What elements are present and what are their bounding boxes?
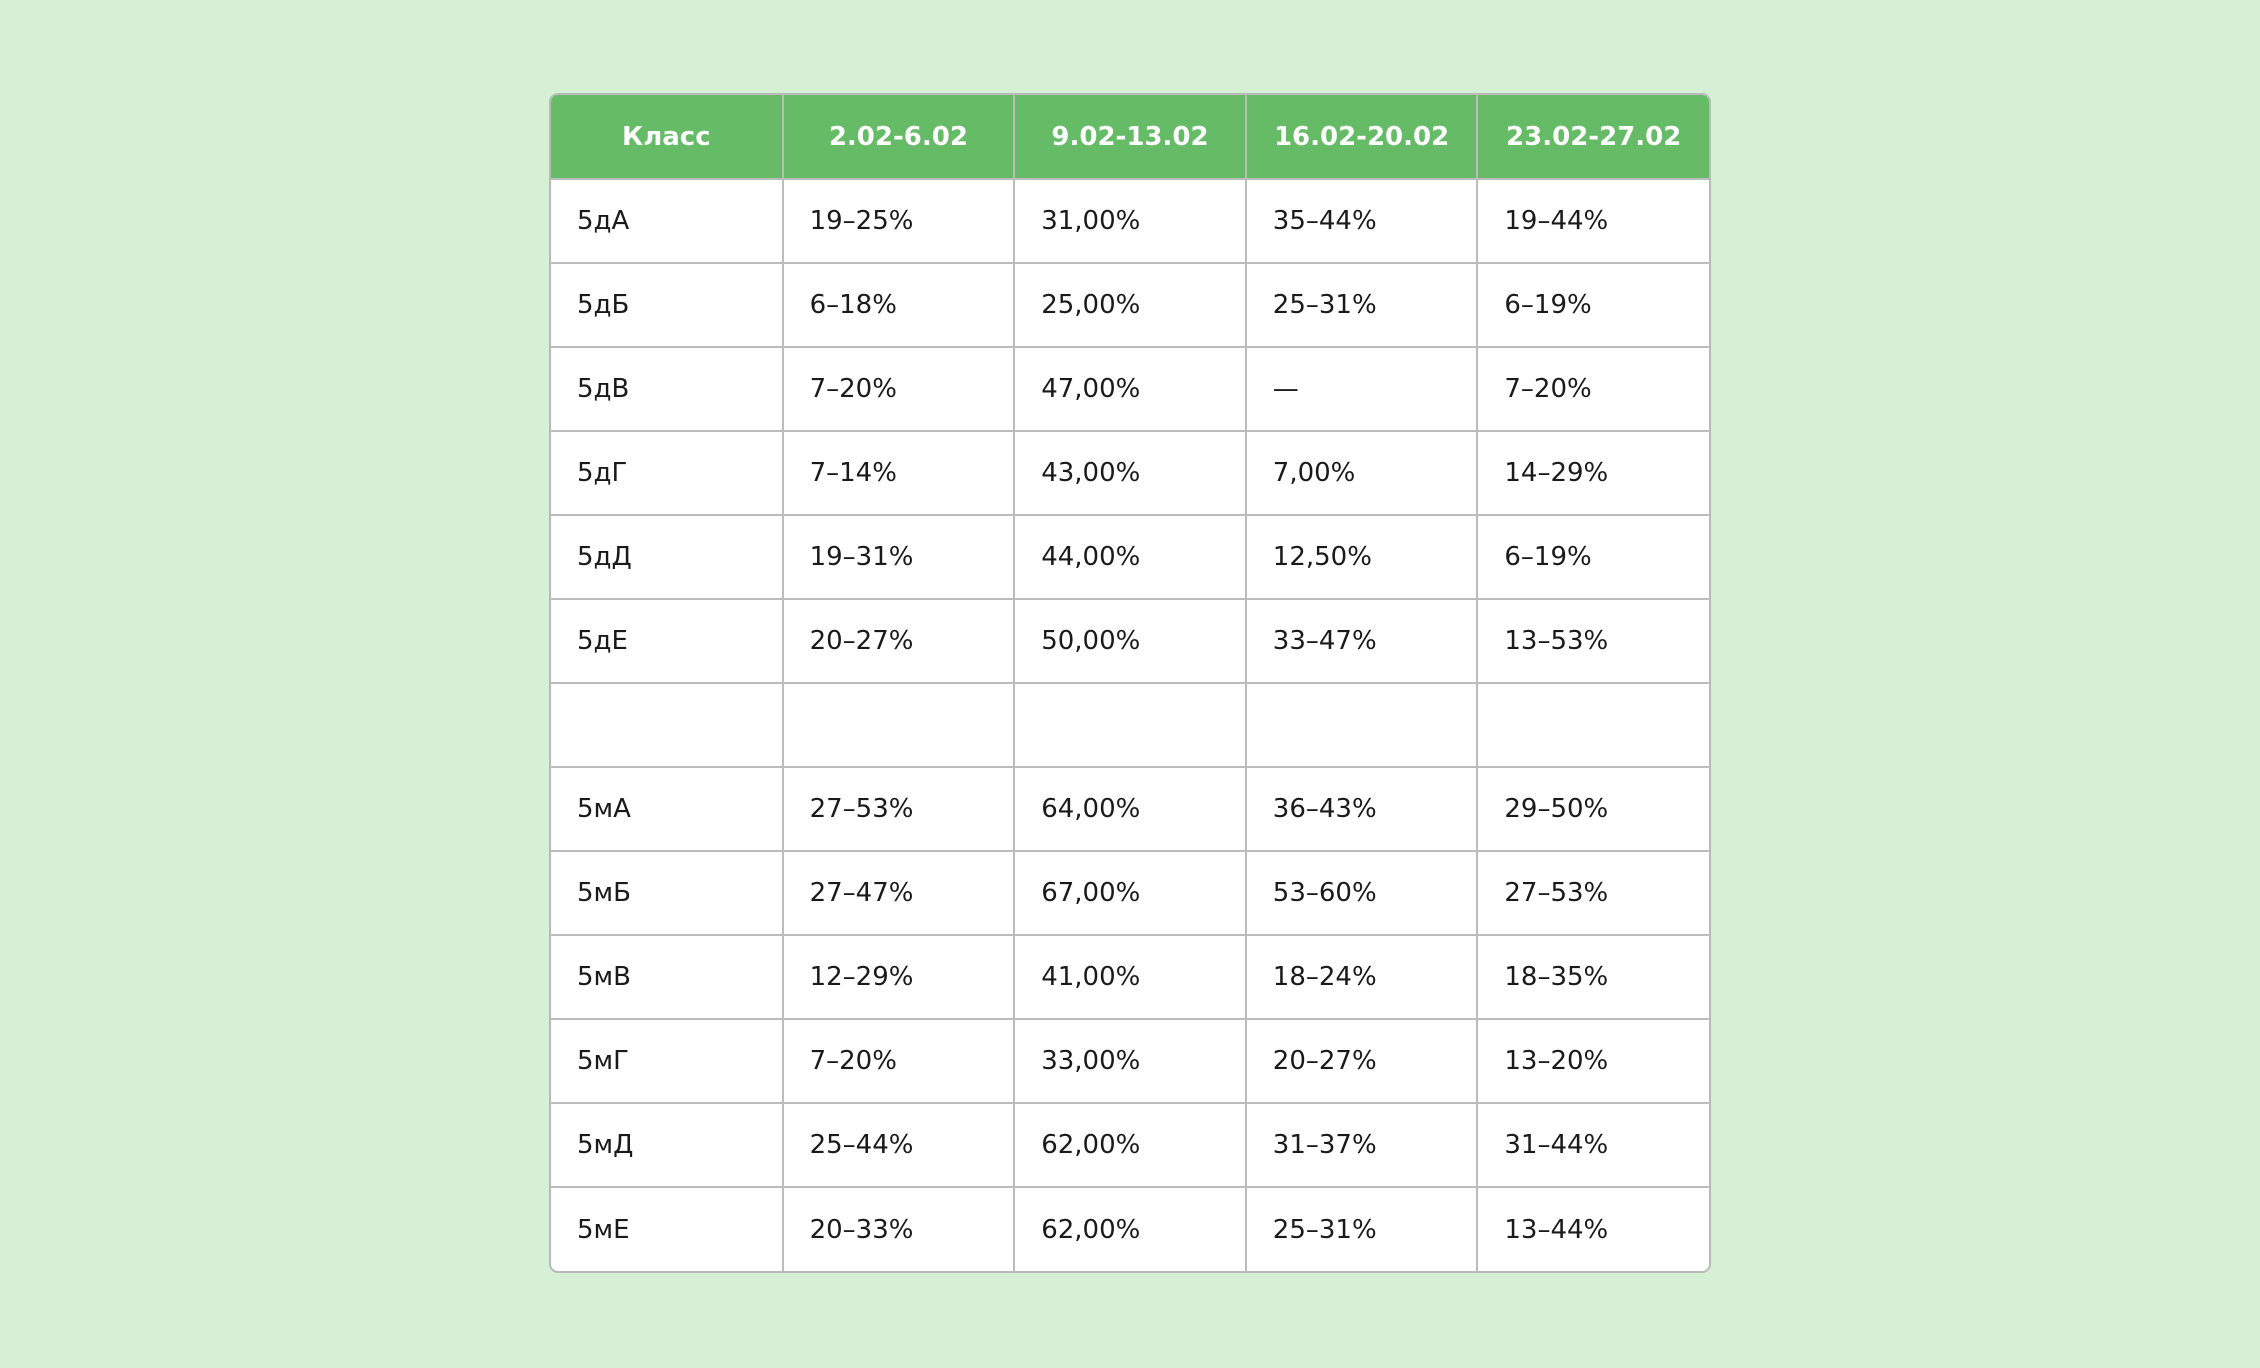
table-cell: 43,00% (1013, 430, 1247, 516)
table-cell: 7–14% (781, 430, 1016, 516)
table-cell: 5дГ (551, 430, 784, 516)
table-cell (781, 682, 1016, 768)
table-cell (1244, 682, 1479, 768)
table-cell (1476, 682, 1709, 768)
table-cell: 25–31% (1244, 262, 1479, 348)
table-row: 5мЕ 20–33% 62,00% 25–31% 13–44% (551, 1186, 1709, 1271)
table-cell: 5дЕ (551, 598, 784, 684)
table-cell: 27–53% (1476, 850, 1709, 936)
table-row: 5мВ 12–29% 41,00% 18–24% 18–35% (551, 934, 1709, 1020)
table-cell: 27–47% (781, 850, 1016, 936)
table-cell: 36–43% (1244, 766, 1479, 852)
table-cell: 5мВ (551, 934, 784, 1020)
table-row: 5дВ 7–20% 47,00% —7–20% (551, 346, 1709, 432)
table-cell: 19–31% (781, 514, 1016, 600)
table-cell: 44,00% (1013, 514, 1247, 600)
table-cell: 12–29% (781, 934, 1016, 1020)
table-cell: 62,00% (1013, 1102, 1247, 1188)
table-cell: 33–47% (1244, 598, 1479, 684)
table-cell: — (1244, 346, 1479, 432)
table-cell: 20–33% (781, 1186, 1016, 1271)
table-cell: 5дД (551, 514, 784, 600)
table-cell: 6–19% (1476, 262, 1709, 348)
table-row: 5дЕ 20–27% 50,00% 33–47% 13–53% (551, 598, 1709, 684)
table-row: 5дБ 6–18% 25,00% 25–31% 6–19% (551, 262, 1709, 348)
table-cell: 13–44% (1476, 1186, 1709, 1271)
table-header: Класс 2.02-6.02 9.02-13.02 16.02-20.02 23.02… (551, 95, 1709, 180)
table-cell: 5мЕ (551, 1186, 784, 1271)
table-cell: 19–25% (781, 178, 1016, 264)
table-container: Класс 2.02-6.02 9.02-13.02 16.02-20.02 23.02… (549, 93, 1711, 1273)
table-cell: 20–27% (1244, 1018, 1479, 1104)
table-cell: 35–44% (1244, 178, 1479, 264)
table-cell: 67,00% (1013, 850, 1247, 936)
table-cell: 62,00% (1013, 1186, 1247, 1271)
table-cell: 19–44% (1476, 178, 1709, 264)
table-cell: 6–19% (1476, 514, 1709, 600)
table-cell: 18–24% (1244, 934, 1479, 1020)
table-cell: 7,00% (1244, 430, 1479, 516)
table-cell: 33,00% (1013, 1018, 1247, 1104)
header-cell: 9.02-13.02 (1013, 95, 1247, 180)
table-cell: 31–37% (1244, 1102, 1479, 1188)
table-cell: 27–53% (781, 766, 1016, 852)
table-cell: 7–20% (1476, 346, 1709, 432)
table-cell: 5мГ (551, 1018, 784, 1104)
table-cell: 5мА (551, 766, 784, 852)
table-cell: 25,00% (1013, 262, 1247, 348)
table-cell: 47,00% (1013, 346, 1247, 432)
table-body: 5дА 19–25% 31,00% 35–44% 19–44% 5дБ 6–18% 25,00… (551, 178, 1709, 1271)
table-cell (551, 682, 784, 768)
table-cell (1013, 682, 1247, 768)
table-cell: 64,00% (1013, 766, 1247, 852)
table-row: 5дГ 7–14% 43,00% 7,00% 14–29% (551, 430, 1709, 516)
table-cell: 31,00% (1013, 178, 1247, 264)
table-cell: 29–50% (1476, 766, 1709, 852)
table-cell: 14–29% (1476, 430, 1709, 516)
schedule-table: Класс 2.02-6.02 9.02-13.02 16.02-20.02 23.02… (551, 95, 1709, 1271)
table-row: 5мД 25–44% 62,00% 31–37% 31–44% (551, 1102, 1709, 1188)
table-cell: 6–18% (781, 262, 1016, 348)
table-row: 5дД 19–31% 44,00% 12,50% 6–19% (551, 514, 1709, 600)
header-row: Класс 2.02-6.02 9.02-13.02 16.02-20.02 23.02… (551, 95, 1709, 180)
table-cell: 20–27% (781, 598, 1016, 684)
table-cell: 5мБ (551, 850, 784, 936)
table-cell: 5дБ (551, 262, 784, 348)
table-cell: 5мД (551, 1102, 784, 1188)
table-cell: 50,00% (1013, 598, 1247, 684)
table-cell: 41,00% (1013, 934, 1247, 1020)
table-cell: 12,50% (1244, 514, 1479, 600)
header-cell: 2.02-6.02 (781, 95, 1016, 180)
table-cell: 25–31% (1244, 1186, 1479, 1271)
table-cell: 13–53% (1476, 598, 1709, 684)
table-cell: 18–35% (1476, 934, 1709, 1020)
table-row: 5мГ 7–20% 33,00% 20–27% 13–20% (551, 1018, 1709, 1104)
table-cell: 5дА (551, 178, 784, 264)
table-row: 5дА 19–25% 31,00% 35–44% 19–44% (551, 178, 1709, 264)
table-cell: 53–60% (1244, 850, 1479, 936)
table-cell: 7–20% (781, 346, 1016, 432)
table-cell: 5дВ (551, 346, 784, 432)
table-cell: 7–20% (781, 1018, 1016, 1104)
header-cell: 16.02-20.02 (1244, 95, 1479, 180)
header-cell: 23.02-27.02 (1476, 95, 1709, 180)
table-row: 5мБ 27–47% 67,00% 53–60% 27–53% (551, 850, 1709, 936)
table-cell: 31–44% (1476, 1102, 1709, 1188)
table-row: 5мА 27–53% 64,00% 36–43% 29–50% (551, 766, 1709, 852)
table-row (551, 682, 1709, 768)
header-cell: Класс (551, 95, 784, 180)
table-cell: 13–20% (1476, 1018, 1709, 1104)
table-cell: 25–44% (781, 1102, 1016, 1188)
